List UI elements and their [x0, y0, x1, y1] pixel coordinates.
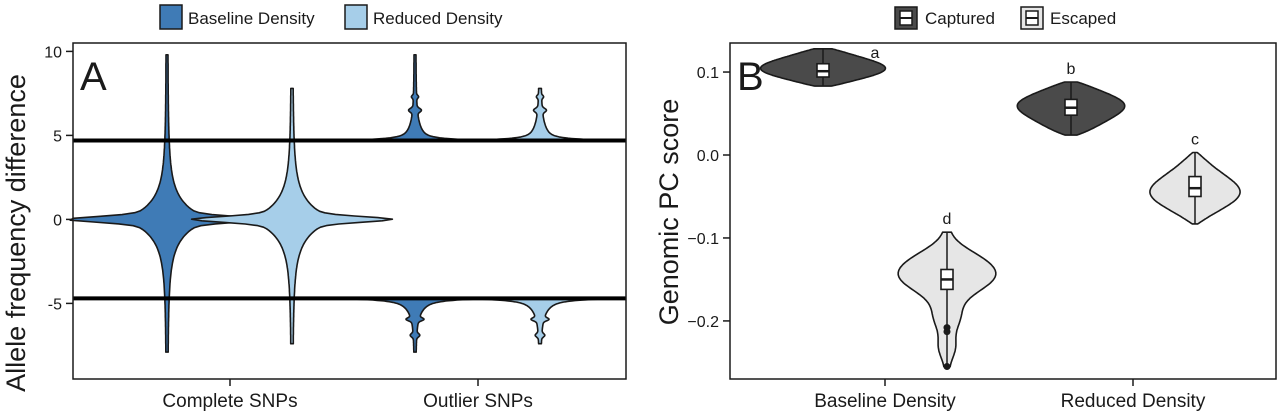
- x-tick-label-a-0: Complete SNPs: [162, 391, 297, 412]
- x-ticks-b: Baseline Density Reduced Density: [814, 379, 1206, 412]
- legend-label-escaped: Escaped: [1050, 9, 1116, 28]
- y-ticks-a: -5 0 5 10: [44, 44, 73, 313]
- legend-b: Captured Escaped: [894, 6, 1116, 30]
- y-tick-label-a-2: 5: [53, 128, 62, 145]
- significance-letter-c: c: [1191, 132, 1199, 149]
- significance-letter-d: d: [943, 211, 952, 228]
- x-tick-label-b-1: Reduced Density: [1061, 391, 1206, 412]
- legend-key-escaped: [1020, 6, 1044, 30]
- y-tick-label-b-2: −0.1: [687, 231, 719, 248]
- y-tick-label-a-3: 10: [44, 44, 62, 61]
- outlier-b-1-1: [943, 328, 951, 336]
- violin-a-4: [332, 297, 498, 353]
- legend-swatch-baseline: [159, 4, 183, 30]
- plot-frame-a: [72, 42, 627, 380]
- significance-letter-a: a: [871, 45, 880, 62]
- violin-a-3: [467, 87, 613, 142]
- legend-label-captured: Captured: [925, 9, 995, 28]
- y-tick-label-a-1: 0: [53, 212, 62, 229]
- legend-key-captured: [894, 6, 918, 30]
- legend-label-reduced: Reduced Density: [373, 9, 503, 28]
- y-ticks-b: 0.1 0.0 −0.1 −0.2: [687, 65, 730, 331]
- thresholds-a: [73, 138, 626, 301]
- x-ticks-a: Complete SNPs Outlier SNPs: [162, 379, 533, 412]
- y-axis-label-a: Allele frequency difference: [1, 74, 31, 392]
- y-tick-label-a-0: -5: [48, 296, 62, 313]
- plot-frame-b: [729, 42, 1277, 380]
- y-axis-label-b: Genomic PC score: [654, 99, 684, 326]
- y-tick-label-b-3: −0.2: [687, 314, 719, 331]
- x-tick-label-a-1: Outlier SNPs: [423, 391, 533, 412]
- violin-a-5: [457, 297, 623, 345]
- violins-b: a d b c: [759, 45, 1241, 371]
- panel-label-a: A: [80, 55, 107, 99]
- panel-label-b: B: [737, 55, 764, 99]
- y-tick-label-b-1: 0.0: [697, 148, 719, 165]
- significance-letter-b: b: [1067, 61, 1076, 78]
- outlier-b-1-2: [943, 363, 951, 371]
- violins-a: [69, 54, 623, 353]
- violin-a-0: [69, 54, 265, 353]
- violin-a-2: [342, 54, 488, 142]
- legend-swatch-reduced: [344, 4, 368, 30]
- panel-a: Baseline Density Reduced Density Allele …: [1, 4, 627, 412]
- x-tick-label-b-0: Baseline Density: [814, 391, 956, 412]
- violin-a-1: [190, 87, 394, 345]
- panel-b: Captured Escaped Genomic PC score a d b c 0…: [654, 6, 1277, 412]
- legend-label-baseline: Baseline Density: [188, 9, 315, 28]
- y-tick-label-b-0: 0.1: [697, 65, 719, 82]
- box-b-3: [1188, 175, 1202, 198]
- legend-a: Baseline Density Reduced Density: [159, 4, 503, 30]
